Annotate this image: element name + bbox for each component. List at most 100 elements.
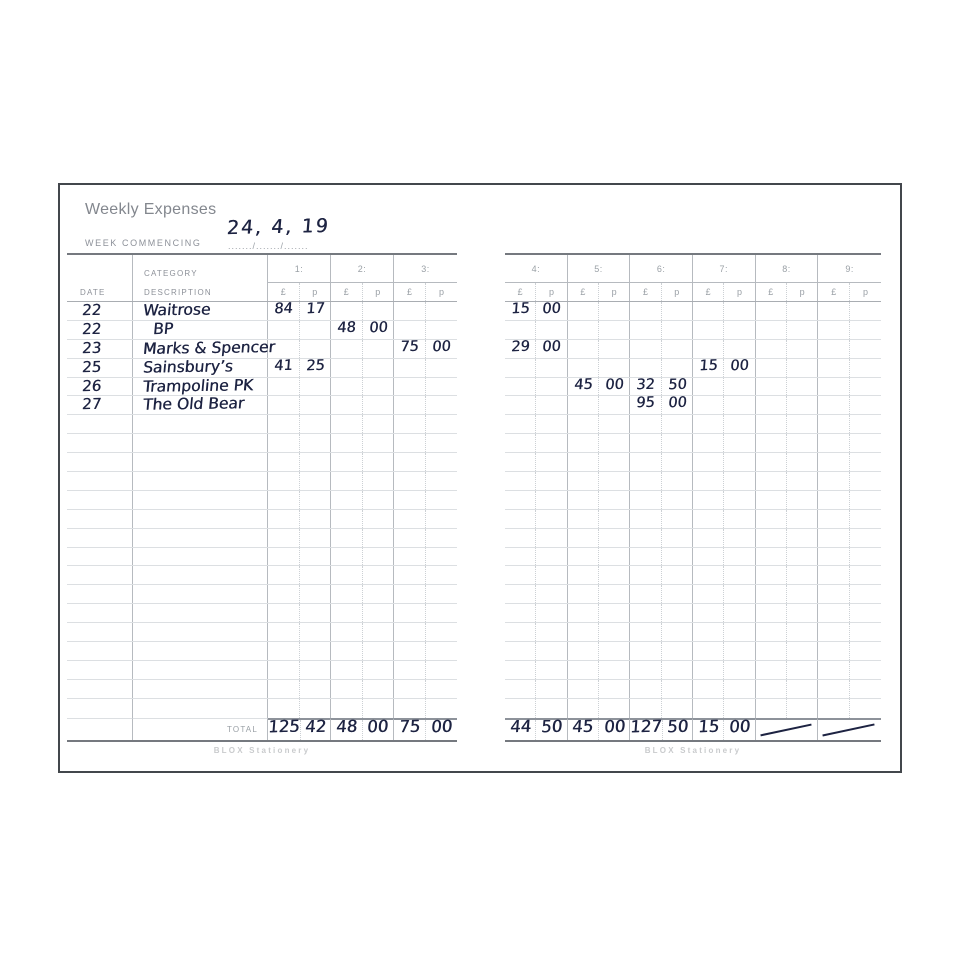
amount-group-cell bbox=[568, 415, 631, 434]
amount-pence-cell bbox=[724, 491, 754, 509]
amount-pence-cell bbox=[850, 529, 881, 547]
amount-pence-cell bbox=[724, 585, 754, 603]
amount-pence-cell: 50 bbox=[662, 376, 692, 396]
handwritten-amount-pounds: 45 bbox=[573, 376, 593, 393]
amount-group-cell bbox=[394, 377, 457, 396]
amount-pounds-cell bbox=[394, 566, 426, 585]
amount-pounds-cell bbox=[268, 453, 300, 472]
amount-pence-cell bbox=[599, 302, 629, 320]
amount-pence-cell: 00 bbox=[426, 338, 457, 358]
amount-pounds-cell bbox=[394, 547, 426, 566]
description-cell: BP bbox=[133, 320, 268, 339]
total-pence-cell: 50 bbox=[663, 717, 692, 740]
amount-group-cell bbox=[331, 302, 394, 320]
amount-group-cell bbox=[568, 302, 631, 320]
amount-pence-cell bbox=[599, 566, 629, 584]
amount-pence-cell bbox=[426, 661, 457, 679]
column-group-header: 4: £ p bbox=[505, 255, 568, 301]
handwritten-description: Trampoline PK bbox=[142, 375, 254, 396]
column-group-header: 1: £ p bbox=[268, 255, 331, 301]
amount-pounds-cell bbox=[505, 377, 537, 396]
amount-group-cell bbox=[331, 377, 394, 396]
ledger-row bbox=[505, 642, 881, 661]
ledger-row: 45 00 32 50 bbox=[505, 376, 881, 397]
date-cell bbox=[67, 547, 133, 566]
amount-pounds-cell bbox=[693, 339, 725, 358]
amount-pence-cell bbox=[426, 585, 457, 603]
amount-group-cell bbox=[693, 453, 756, 472]
currency-unit-labels: £ p bbox=[394, 283, 457, 301]
amount-pence-cell: 00 bbox=[662, 395, 692, 414]
amount-pence-cell bbox=[787, 396, 817, 414]
date-cell bbox=[67, 585, 133, 604]
pence-label: p bbox=[438, 287, 444, 297]
handwritten-total-pounds: 125 bbox=[267, 716, 301, 737]
description-cell bbox=[133, 566, 268, 585]
amount-pounds-cell bbox=[505, 472, 537, 490]
amount-group-cell bbox=[818, 660, 881, 679]
amount-pounds-cell: 29 bbox=[505, 338, 537, 358]
amount-pounds-cell bbox=[756, 339, 787, 358]
amount-pounds-cell bbox=[394, 623, 426, 642]
amount-pounds-cell bbox=[693, 679, 725, 698]
amount-pounds-cell bbox=[331, 434, 363, 453]
amount-pounds-cell bbox=[568, 358, 599, 377]
amount-pounds-cell bbox=[268, 396, 300, 415]
amount-group-cell bbox=[331, 585, 394, 604]
date-cell bbox=[67, 415, 133, 434]
amount-group-cell bbox=[630, 453, 693, 472]
amount-pence-cell bbox=[662, 642, 692, 660]
amount-pence-cell bbox=[787, 661, 817, 679]
amount-pence-cell bbox=[599, 585, 629, 603]
amount-pounds-cell bbox=[818, 358, 851, 377]
amount-pence-cell bbox=[599, 491, 629, 509]
amount-pounds-cell bbox=[818, 377, 851, 396]
amount-group-cell bbox=[268, 509, 331, 528]
amount-pence-cell bbox=[787, 585, 817, 603]
handwritten-amount-pence: 00 bbox=[368, 319, 388, 337]
pounds-label: £ bbox=[693, 283, 725, 301]
amount-pounds-cell bbox=[630, 415, 662, 434]
handwritten-amount-pence: 17 bbox=[305, 300, 325, 318]
amount-pence-cell bbox=[787, 510, 817, 528]
amount-group-cell bbox=[505, 604, 568, 623]
description-cell bbox=[133, 415, 268, 434]
amount-pounds-cell bbox=[756, 509, 787, 528]
amount-group-cell bbox=[394, 528, 457, 547]
amount-group-cell bbox=[505, 528, 568, 547]
amount-group-cell bbox=[268, 453, 331, 472]
amount-pence-cell bbox=[724, 340, 754, 358]
pence-label: p bbox=[863, 287, 869, 297]
description-cell bbox=[133, 698, 268, 718]
handwritten-amount-pence: 00 bbox=[667, 395, 687, 412]
amount-pounds-cell bbox=[630, 547, 662, 566]
amount-pence-cell bbox=[599, 340, 629, 358]
amount-pence-cell bbox=[599, 623, 629, 641]
amount-group-cell bbox=[394, 396, 457, 415]
description-cell bbox=[133, 434, 268, 453]
amount-pence-cell bbox=[536, 359, 566, 377]
amount-group-cell bbox=[693, 396, 756, 415]
ledger-row bbox=[505, 566, 881, 586]
nil-slash-mark bbox=[759, 723, 811, 737]
amount-pounds-cell bbox=[268, 566, 300, 585]
amount-group-cell bbox=[331, 604, 394, 623]
amount-pounds-cell: 45 bbox=[568, 376, 599, 396]
amount-pence-cell bbox=[599, 359, 629, 377]
amount-group-cell bbox=[818, 679, 881, 698]
amount-pounds-cell bbox=[394, 604, 426, 623]
amount-group-cell bbox=[505, 509, 568, 528]
amount-pounds-cell bbox=[268, 660, 300, 679]
amount-pence-cell bbox=[426, 396, 457, 414]
ledger-row bbox=[505, 528, 881, 548]
date-cell bbox=[67, 566, 133, 585]
amount-group-cell bbox=[818, 604, 881, 623]
amount-pounds-cell bbox=[394, 528, 426, 547]
handwritten-week-date: 24, 4, 19 bbox=[225, 214, 331, 240]
currency-unit-labels: £ p bbox=[568, 283, 630, 301]
amount-pence-cell bbox=[662, 585, 692, 603]
amount-pence-cell bbox=[850, 302, 881, 320]
amount-pence-cell bbox=[850, 340, 881, 358]
amount-pounds-cell: 75 bbox=[394, 338, 426, 358]
amount-group-cell bbox=[693, 490, 756, 509]
